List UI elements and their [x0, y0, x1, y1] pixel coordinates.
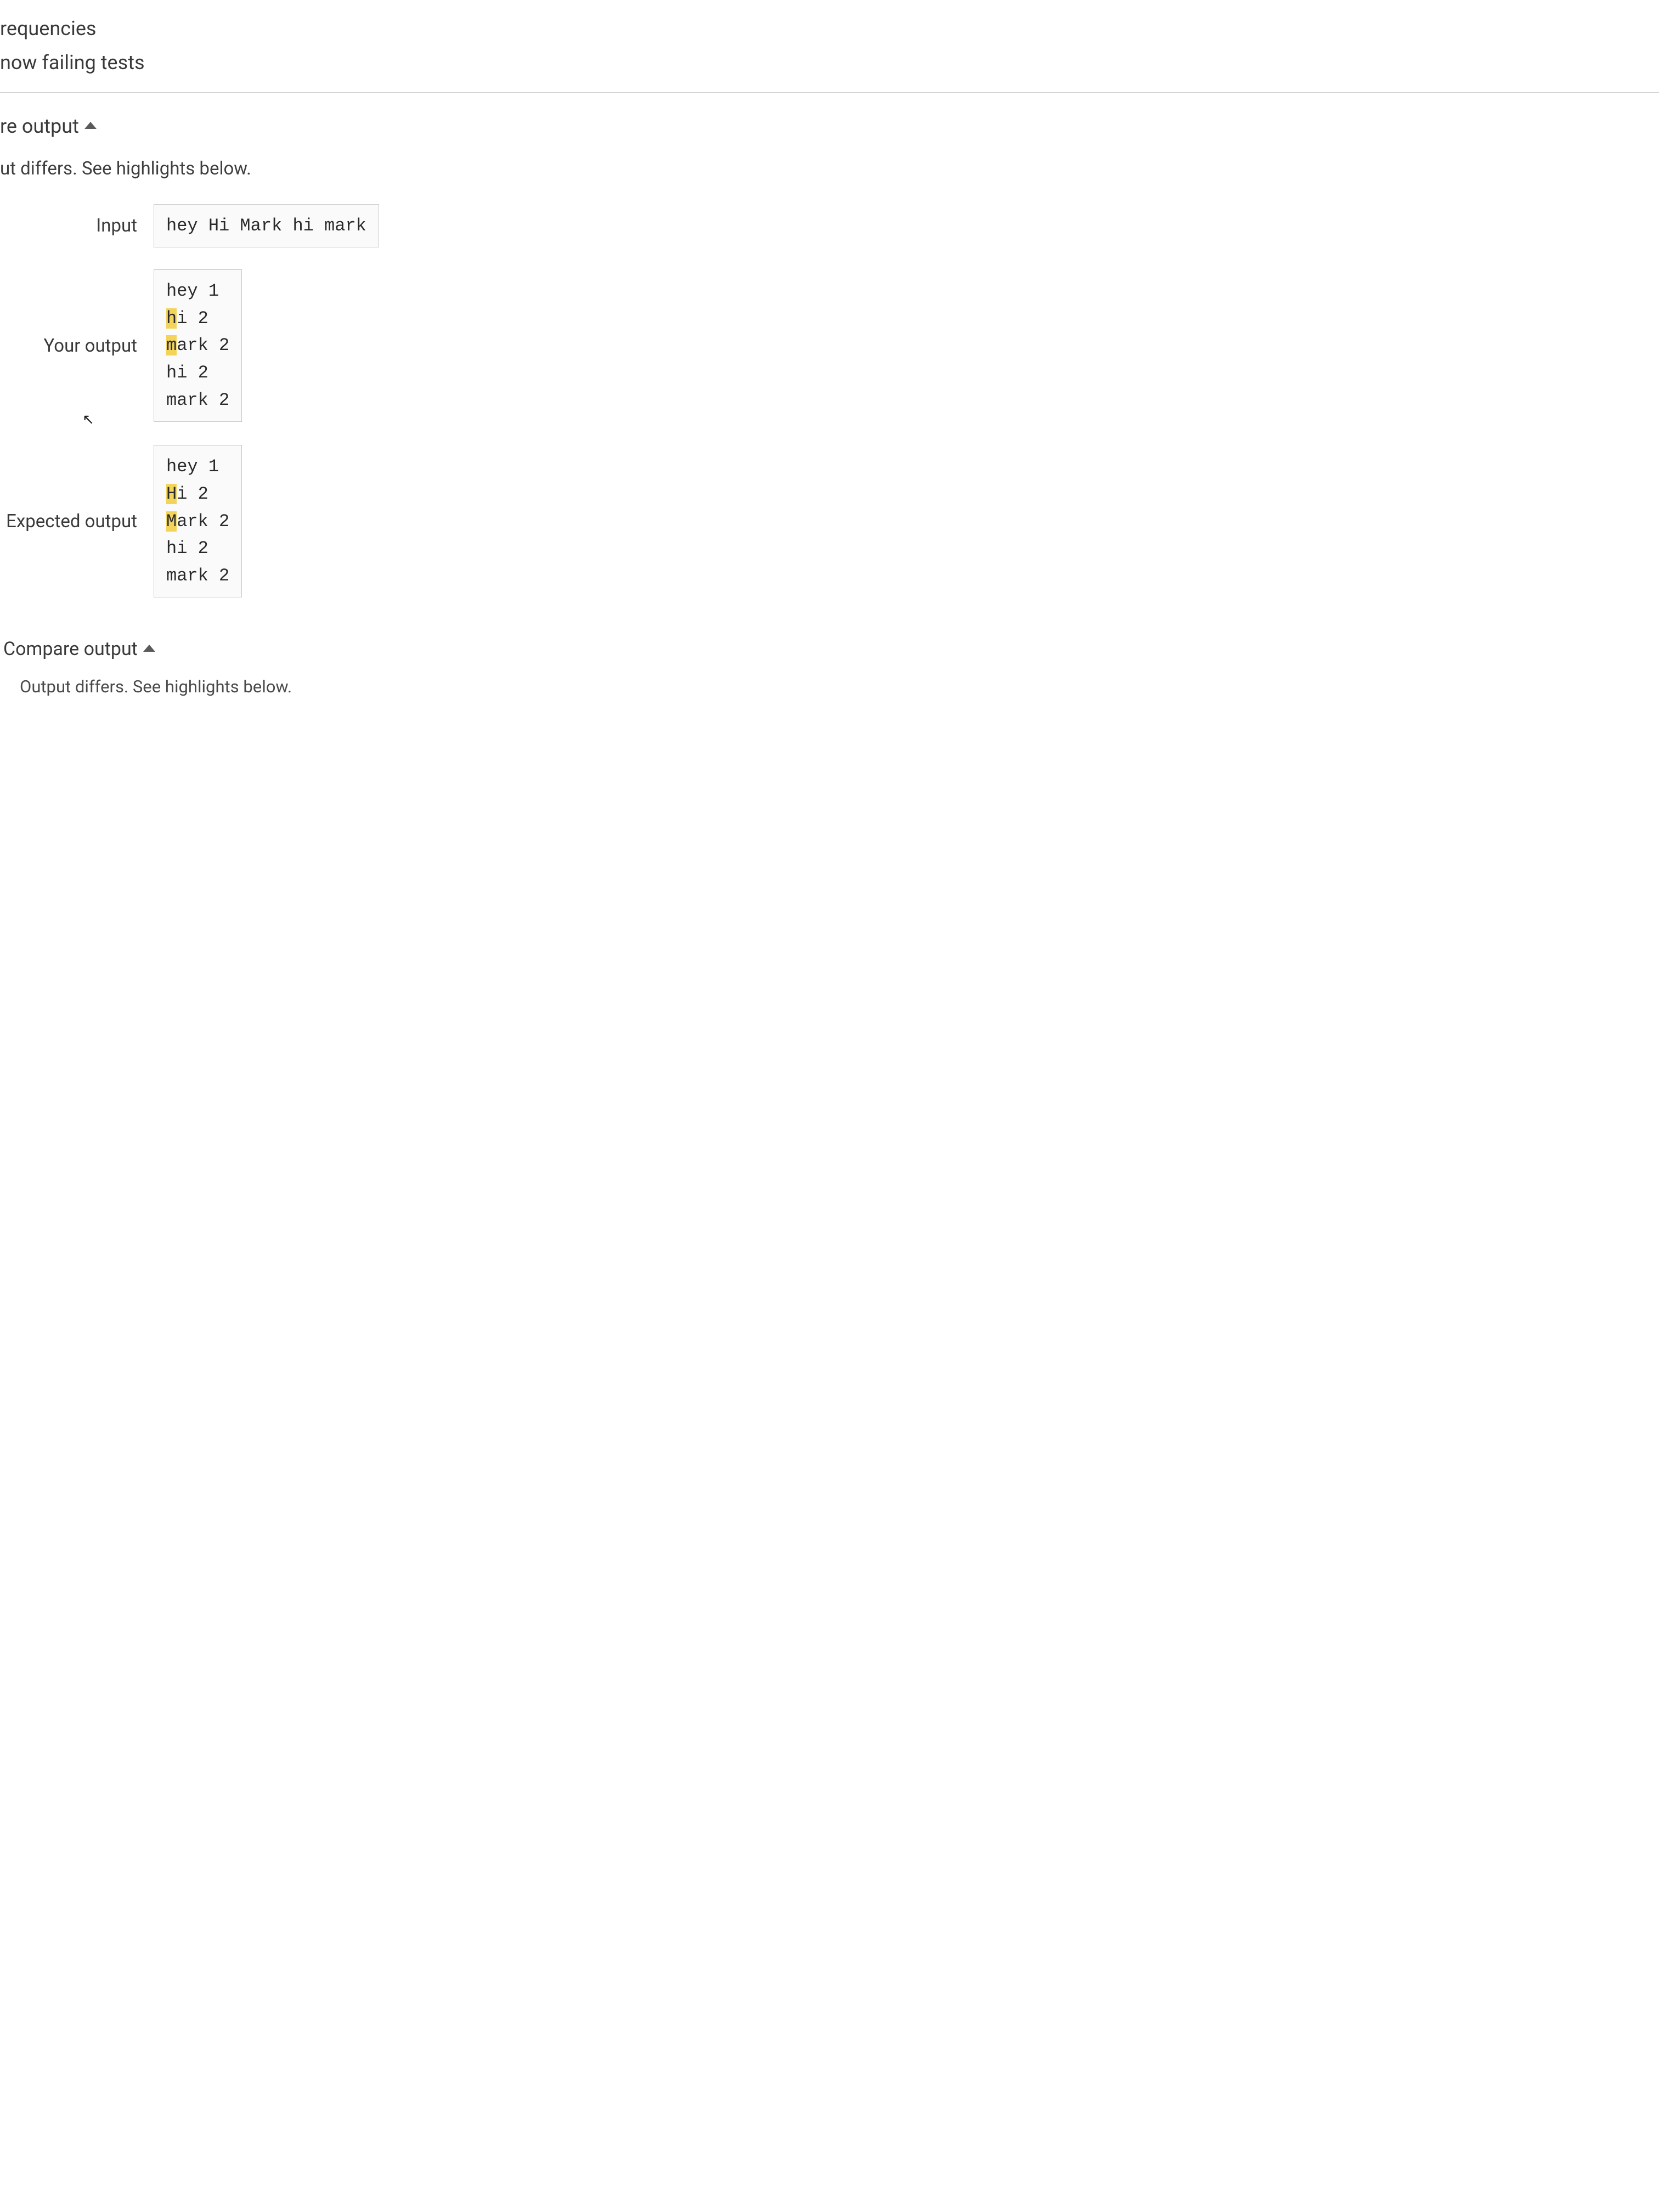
- expected-output-label: Expected output: [0, 507, 154, 535]
- your-output-line-2: hi 2: [166, 305, 229, 332]
- cursor-icon: ↖: [82, 409, 1659, 431]
- highlight-span: h: [166, 308, 177, 329]
- expected-output-row: Expected output hey 1 Hi 2 Mark 2 hi 2 m…: [0, 445, 1659, 597]
- your-output-line-4: hi 2: [166, 359, 229, 387]
- chevron-up-icon[interactable]: [143, 645, 155, 652]
- compare-output-section-1: re output ut differs. See highlights bel…: [0, 93, 1659, 598]
- section2-notice: Output differs. See highlights below.: [0, 674, 1659, 700]
- section-title-text: re output: [0, 111, 79, 142]
- expected-output-line-5: mark 2: [166, 562, 229, 590]
- highlight-span: H: [166, 484, 177, 504]
- expected-output-line-2: Hi 2: [166, 481, 229, 508]
- your-output-line-1: hey 1: [166, 278, 229, 305]
- input-row: Input hey Hi Mark hi mark: [0, 204, 1659, 248]
- section2-title-row[interactable]: Compare output: [0, 635, 1659, 664]
- section-title-row[interactable]: re output: [0, 111, 1659, 142]
- expected-output-line-3: Mark 2: [166, 508, 229, 535]
- section2-title-text: Compare output: [3, 635, 138, 664]
- compare-output-section-2: Compare output Output differs. See highl…: [0, 622, 1659, 700]
- your-output-box: hey 1 hi 2 mark 2 hi 2 mark 2: [154, 269, 242, 422]
- header-line-1: requencies: [0, 12, 1659, 46]
- diff-notice: ut differs. See highlights below.: [0, 155, 1659, 183]
- input-label: Input: [0, 212, 154, 240]
- highlight-span: m: [166, 335, 177, 356]
- chevron-up-icon[interactable]: [84, 122, 97, 129]
- expected-output-line-1: hey 1: [166, 453, 229, 481]
- expected-output-line-4: hi 2: [166, 535, 229, 562]
- input-value-box: hey Hi Mark hi mark: [154, 204, 379, 248]
- header-line-2: now failing tests: [0, 46, 1659, 80]
- your-output-row: Your output hey 1 hi 2 mark 2 hi 2 mark …: [0, 269, 1659, 422]
- expected-output-box: hey 1 Hi 2 Mark 2 hi 2 mark 2: [154, 445, 242, 597]
- your-output-label: Your output: [0, 332, 154, 360]
- header-block: requencies now failing tests: [0, 0, 1659, 93]
- highlight-span: M: [166, 511, 177, 532]
- your-output-line-3: mark 2: [166, 332, 229, 359]
